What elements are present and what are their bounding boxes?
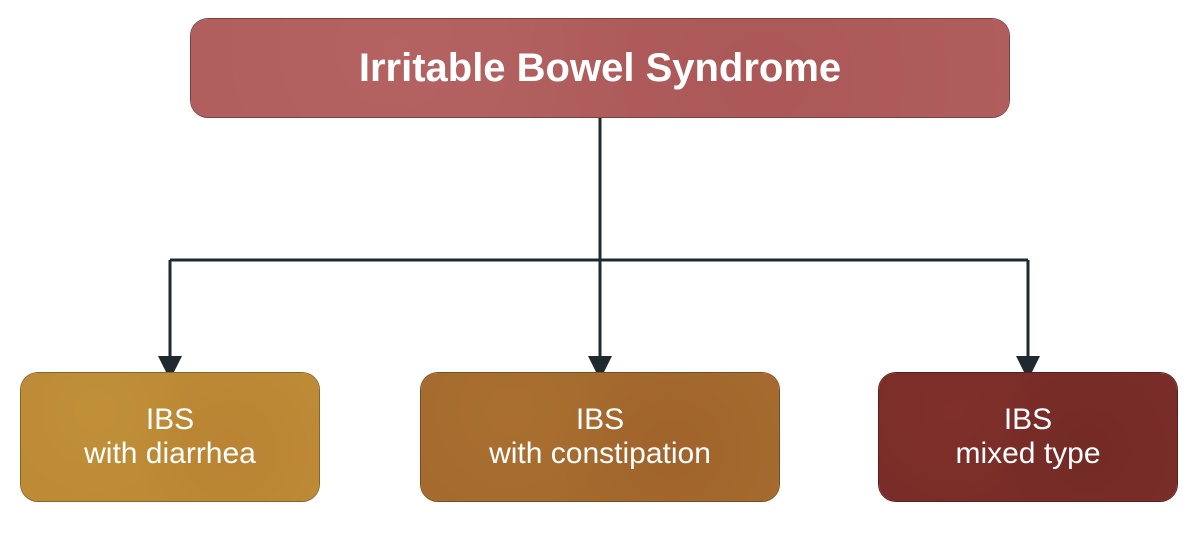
child-node-mixed: IBS mixed type [878, 372, 1178, 502]
child-node-diarrhea: IBS with diarrhea [20, 372, 320, 502]
child-line1: IBS [146, 403, 194, 437]
child-line2: with diarrhea [84, 437, 256, 471]
root-node: Irritable Bowel Syndrome [190, 18, 1010, 118]
root-label: Irritable Bowel Syndrome [359, 46, 841, 91]
child-line2: with constipation [489, 437, 711, 471]
child-line2: mixed type [955, 437, 1100, 471]
child-line1: IBS [576, 403, 624, 437]
child-line1: IBS [1004, 403, 1052, 437]
child-node-constipation: IBS with constipation [420, 372, 780, 502]
